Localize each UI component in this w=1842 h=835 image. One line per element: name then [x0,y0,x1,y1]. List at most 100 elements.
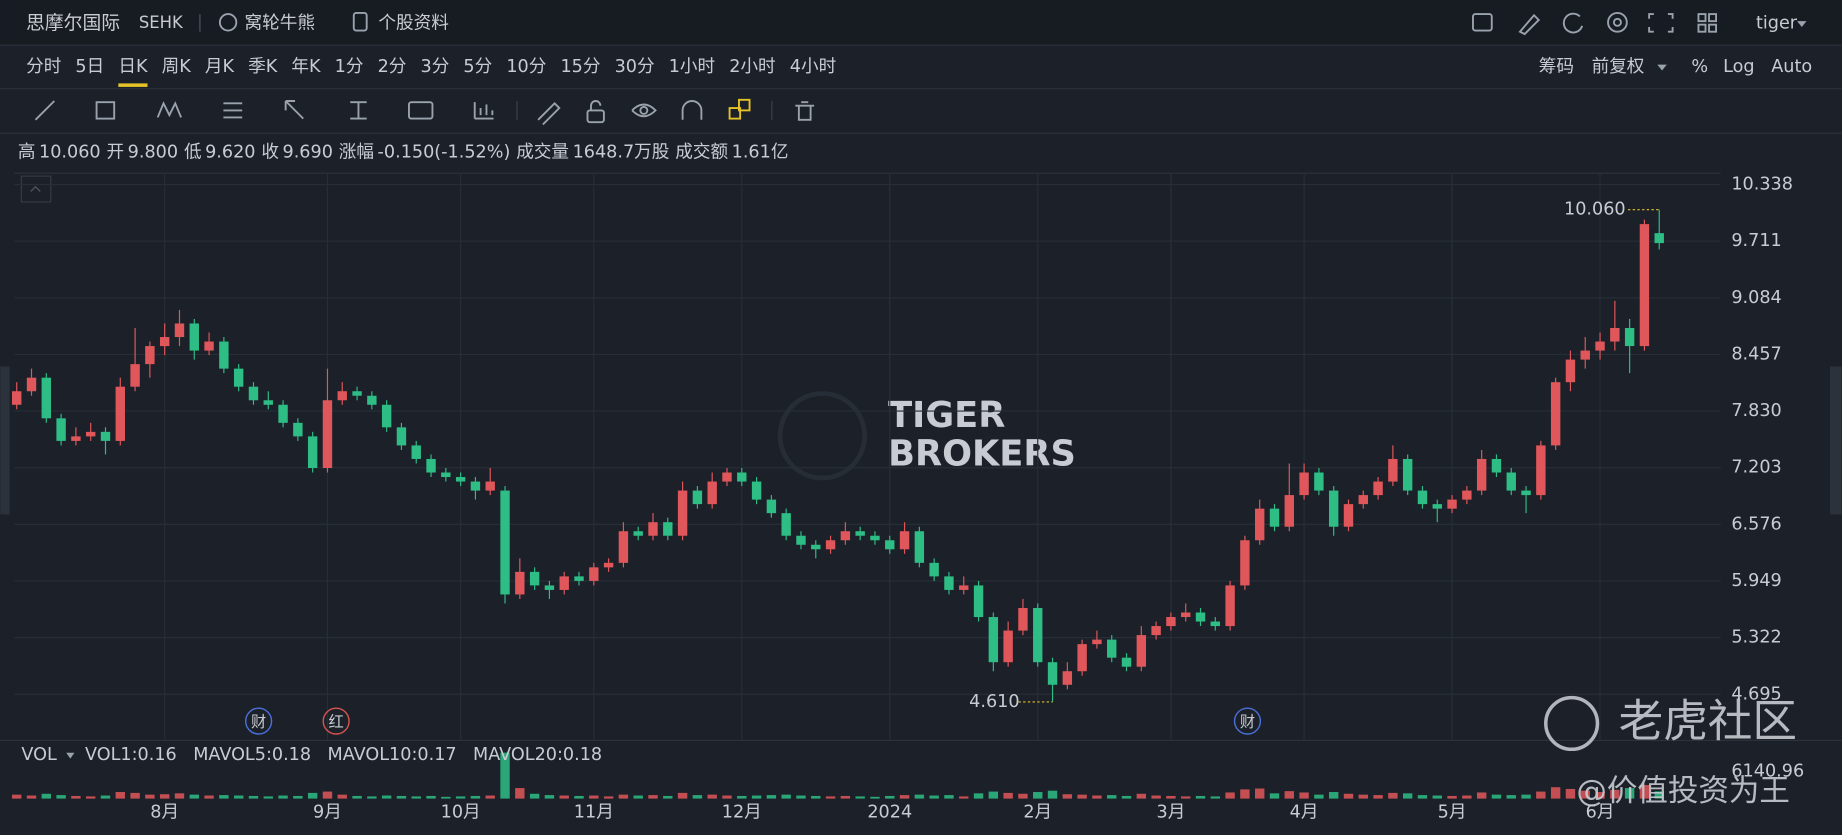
y-tick-label: 7.203 [1731,458,1781,478]
candle-body [515,571,525,595]
volume-bar [174,793,185,799]
volume-bar [1610,789,1620,799]
chart-option[interactable]: % [1691,57,1708,77]
info-value: 1648.7万股 [573,143,670,163]
event-label[interactable]: 红 [329,713,344,731]
candle-body [692,490,703,505]
side-tab[interactable] [0,366,10,515]
volume-bar [1491,794,1502,799]
candle-body [293,422,303,437]
warrant-icon[interactable] [218,13,238,32]
period-tab[interactable]: 2小时 [729,57,775,77]
collapse-icon [30,185,41,192]
volume-bar [367,796,377,799]
volume-indicator-name[interactable]: VOL [21,745,57,765]
user-caret[interactable] [1797,21,1807,28]
volume-indicator: MAVOL10:0.17 [328,745,457,765]
chart-option[interactable]: 筹码 [1539,57,1574,77]
top-icons[interactable] [1472,11,1718,36]
candle-body [12,391,22,405]
period-tab[interactable]: 5日 [75,57,104,77]
volume-bar [1136,793,1147,799]
period-tab[interactable]: 30分 [615,57,655,77]
period-tab[interactable]: 3分 [421,57,450,77]
period-tab[interactable]: 10分 [506,57,546,77]
watermark: BROKERS [888,434,1076,475]
period-tab[interactable]: 2分 [378,57,407,77]
top-bar [0,0,1842,45]
period-tab[interactable]: 季K [248,57,278,77]
side-tab[interactable] [1829,366,1842,515]
volume-bar [618,794,629,799]
candle-body [1521,490,1531,496]
x-tick-label: 6月 [1586,803,1615,823]
chart-option[interactable]: 前复权 [1592,57,1645,77]
volume-bar [1047,790,1058,799]
period-tab[interactable]: 月K [205,57,235,77]
candle-body [278,404,288,423]
candle-body [944,576,954,590]
collapse-button[interactable] [20,175,52,203]
x-tick-label: 8月 [150,803,179,823]
event-marker[interactable] [245,707,273,735]
period-tab[interactable]: 15分 [560,57,600,77]
volume-bar [1210,796,1221,799]
period-tab[interactable]: 日K [118,57,148,77]
volume-indicator: MAVOL20:0.18 [473,745,602,765]
volume-bar [707,794,717,799]
volume-bar [663,795,673,799]
candle-body [219,341,229,369]
period-tab[interactable]: 1小时 [669,57,715,77]
period-tab[interactable]: 分时 [26,57,61,77]
chart-option[interactable]: Log [1723,57,1754,77]
volume-bar [1358,794,1368,799]
period-tab[interactable]: 4小时 [790,57,836,77]
y-tick-label: 9.084 [1731,288,1781,308]
active-underline [118,83,148,87]
candle-body [885,540,895,550]
candle-body [337,391,347,401]
candle-body [722,472,732,482]
indicator-caret[interactable] [66,752,75,759]
drawing-tools[interactable] [34,100,815,126]
event-marker[interactable] [322,707,350,735]
info-label: 成交量 [516,143,569,163]
warrants-link[interactable]: 窝轮牛熊 [245,13,315,33]
period-tab[interactable]: 年K [291,57,321,77]
volume-bar [1092,795,1102,799]
candle-body [56,418,66,441]
profile-link[interactable]: 个股资料 [378,13,448,33]
user-name[interactable]: tiger [1756,13,1798,33]
event-label[interactable]: 财 [1240,713,1255,731]
event-marker[interactable] [1233,707,1262,735]
volume-bar [263,796,273,799]
event-label[interactable]: 财 [251,713,266,731]
volume-indicator: VOL1:0.16 [85,745,177,765]
volume-bar [1299,792,1309,799]
option-caret[interactable] [1657,64,1667,71]
community-handle: @价值投资为王 [1576,774,1790,809]
volume-bar [381,795,392,799]
volume-bar [1343,793,1354,799]
volume-bar [1373,795,1383,799]
candle-body [1151,626,1161,636]
period-tab[interactable]: 周K [162,57,192,77]
period-tab[interactable]: 5分 [463,57,492,77]
profile-icon[interactable] [352,11,368,32]
candle-body [1077,644,1087,672]
candle-body [1003,630,1013,663]
magnet-tool[interactable] [728,98,751,120]
candle-body [1550,382,1561,446]
volume-tick-label: 6140.96 [1731,762,1804,782]
volume-bar [219,795,229,799]
volume-bar [455,796,466,799]
candle-body [1402,458,1413,491]
volume-bar [1402,793,1413,799]
candle-body [41,377,52,419]
candle-body [1092,639,1102,645]
y-tick-label: 10.338 [1731,175,1793,195]
period-tab[interactable]: 1分 [335,57,364,77]
chart-option[interactable]: Auto [1771,57,1812,77]
x-tick-label: 4月 [1290,803,1319,823]
candle-body [529,571,540,586]
